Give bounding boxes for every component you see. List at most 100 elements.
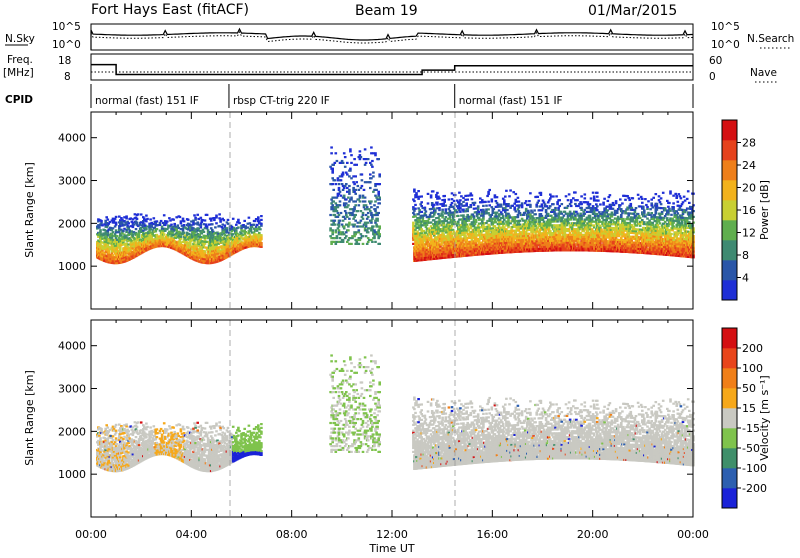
power-cell <box>374 210 377 212</box>
power-cell <box>345 202 348 204</box>
power-cell <box>353 191 356 193</box>
power-cell <box>515 193 518 195</box>
power-cell <box>507 203 510 205</box>
power-cell <box>370 212 373 214</box>
power-cell <box>358 189 361 191</box>
power-cell <box>563 215 566 217</box>
power-cell <box>108 252 111 254</box>
power-cell <box>361 216 364 218</box>
power-cell <box>438 207 441 209</box>
power-cell <box>115 216 118 218</box>
power-cell <box>366 243 369 245</box>
power-cell <box>341 224 344 226</box>
power-cell <box>521 202 524 204</box>
power-cell <box>342 239 345 241</box>
power-cell <box>377 193 380 195</box>
power-cell <box>132 226 135 228</box>
power-cell <box>340 195 343 197</box>
power-cell <box>540 192 543 194</box>
power-cell <box>515 210 518 212</box>
power-cell <box>488 189 491 191</box>
power-cell <box>534 213 537 215</box>
power-cell <box>568 193 571 195</box>
power-cell <box>358 198 361 200</box>
power-cell <box>567 220 570 222</box>
power-cell <box>364 200 367 202</box>
power-cell <box>430 235 433 237</box>
power-cell <box>362 212 365 214</box>
power-cell <box>474 202 477 204</box>
power-cell <box>372 172 375 174</box>
power-cell <box>360 187 363 189</box>
power-cell <box>359 200 362 202</box>
power-cell <box>488 226 491 228</box>
power-cell <box>539 230 542 232</box>
power-cell <box>525 200 528 202</box>
power-cell <box>196 221 199 223</box>
power-cell <box>484 201 487 203</box>
power-cell <box>359 195 362 197</box>
power-cell <box>355 164 358 166</box>
power-cell <box>200 226 203 228</box>
power-cell <box>517 214 520 216</box>
power-cell <box>211 223 214 225</box>
power-cell <box>448 198 451 200</box>
power-cell <box>347 229 350 231</box>
power-cell <box>361 173 364 175</box>
freq-tick-top: 18 <box>58 55 71 67</box>
power-cell <box>505 190 508 192</box>
power-cell <box>367 158 370 160</box>
power-cell <box>119 246 122 248</box>
power-cell <box>570 199 573 201</box>
power-cell <box>531 211 534 213</box>
power-cell <box>100 220 103 222</box>
power-cell <box>237 226 240 228</box>
power-cell <box>477 205 480 207</box>
power-cell <box>342 220 345 222</box>
power-cell <box>420 205 423 207</box>
power-cell <box>357 210 360 212</box>
power-cell <box>168 217 171 219</box>
power-cell <box>260 219 263 221</box>
power-cell <box>566 207 569 209</box>
power-cell <box>350 177 353 179</box>
power-cell <box>574 216 577 218</box>
power-cell <box>330 243 333 245</box>
power-cell <box>352 181 355 183</box>
power-cell <box>330 202 333 204</box>
power-cell <box>534 219 537 221</box>
power-cell <box>343 197 346 199</box>
power-cell <box>343 195 346 197</box>
power-cell <box>549 230 552 232</box>
power-cell <box>420 211 423 213</box>
power-cell <box>477 225 480 227</box>
power-cell <box>172 219 175 221</box>
power-cell <box>451 202 454 204</box>
power-cell <box>107 232 110 234</box>
power-cell <box>503 199 506 201</box>
power-cell <box>370 164 373 166</box>
power-cell <box>574 203 577 205</box>
power-cell <box>159 222 162 224</box>
power-cell <box>330 146 333 148</box>
power-cell <box>487 208 490 210</box>
power-cell <box>243 220 246 222</box>
power-cell <box>554 213 557 215</box>
power-cell <box>485 205 488 207</box>
power-cell <box>345 198 348 200</box>
power-cell <box>521 206 524 208</box>
power-cell <box>531 215 534 217</box>
power-cell <box>502 217 505 219</box>
power-cell <box>513 208 516 210</box>
power-cell <box>253 224 256 226</box>
power-cell <box>462 201 465 203</box>
power-cell <box>371 218 374 220</box>
power-cell <box>180 238 183 240</box>
power-cell <box>487 191 490 193</box>
power-cell <box>577 240 580 242</box>
power-cell <box>453 200 456 202</box>
power-cell <box>529 192 532 194</box>
power-cell <box>367 216 370 218</box>
power-cell <box>344 204 347 206</box>
power-cell <box>554 207 557 209</box>
